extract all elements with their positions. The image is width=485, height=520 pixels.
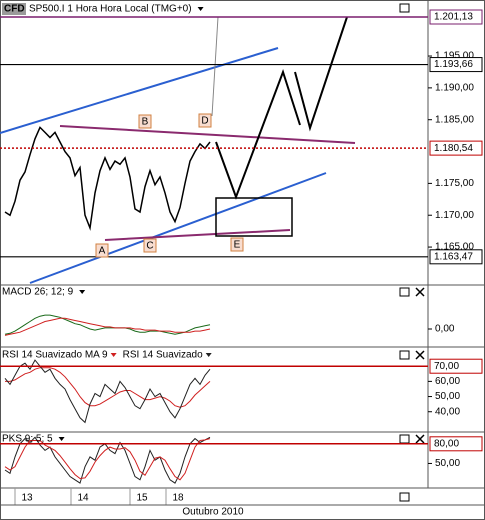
annotation-label: C [146,241,153,252]
series-line [4,317,211,336]
close-icon[interactable] [415,287,425,297]
level-label: 70,00 [434,361,459,372]
level-label-box [429,249,483,265]
dropdown-arrow [58,437,65,441]
dropdown-arrow [79,290,86,294]
level-label-box [429,358,483,374]
x-tick-label: 18 [172,493,184,504]
trend-line [0,47,279,134]
annotation-label: A [99,246,106,257]
series-line [4,126,211,231]
x-tick-label: 13 [21,493,33,504]
level-label-box [429,436,483,452]
y-tick-label: 50,00 [435,458,460,469]
maximize-icon[interactable] [399,287,410,297]
y-tick-label: 1.195,00 [435,51,474,62]
x-axis-label: Outubro 2010 [182,507,244,518]
maximize-icon[interactable] [399,3,410,13]
x-tick-label: 15 [136,493,148,504]
badge: CFD [4,4,25,15]
series-line [4,314,211,335]
trend-line [29,172,327,284]
maximize-icon[interactable] [399,434,410,444]
y-tick-label: 60,00 [435,376,460,387]
wave-path [215,68,301,200]
y-tick-label: 1.175,00 [435,178,474,189]
y-tick-label: 40,00 [435,406,460,417]
close-icon[interactable] [415,350,425,360]
y-tick-label: 0,00 [435,324,455,335]
y-tick-label: 50,00 [435,391,460,402]
level-label-box [429,57,483,73]
level-label-box [429,9,483,25]
series-line [4,438,211,481]
x-tick-label: 14 [77,493,89,504]
drawings [0,16,356,284]
annotation-label: B [142,117,149,128]
legend-entry: RSI 14 Suavizado MA 9 [2,350,108,361]
pane-title: PKS 9; 5; 5 [2,434,53,445]
annotation-box [95,243,109,258]
triangle-line [59,125,356,144]
level-label: 1.180,54 [434,143,473,154]
annotation-label: D [201,116,208,127]
level-label: 1.163,47 [434,251,473,262]
badge-box [2,3,26,15]
level-label: 1.193,66 [434,59,473,70]
triangle-line [104,229,291,241]
y-tick-label: 1.170,00 [435,210,474,221]
y-tick-label: 1.165,00 [435,242,474,253]
legend-entry: RSI 14 Suavizado [123,350,203,361]
annotation-label: E [234,240,241,251]
pane-title: SP500.I 1 Hora Hora Local (TMG+0) [29,4,192,15]
level-label: 1.201,13 [434,12,473,23]
window-icons [399,3,425,502]
annotation-box [230,237,244,252]
maximize-icon[interactable] [399,492,410,502]
pane-title: MACD 26; 12; 9 [2,287,74,298]
dropdown-arrow [205,353,212,357]
target-box [215,197,293,237]
maximize-icon[interactable] [399,350,410,360]
series-line [5,367,211,408]
level-label-box [429,140,483,156]
dropdown-arrow [110,353,117,357]
annotation-box [198,113,212,128]
series-line [4,359,211,424]
close-icon[interactable] [415,434,425,444]
dropdown-arrow [197,7,204,11]
annotation-box [143,238,157,253]
annotation-box [138,114,152,129]
projection-line [211,16,219,117]
y-tick-label: 1.185,00 [435,114,474,125]
level-label: 80,00 [434,438,459,449]
wave-path [294,16,348,132]
y-tick-label: 1.190,00 [435,83,474,94]
